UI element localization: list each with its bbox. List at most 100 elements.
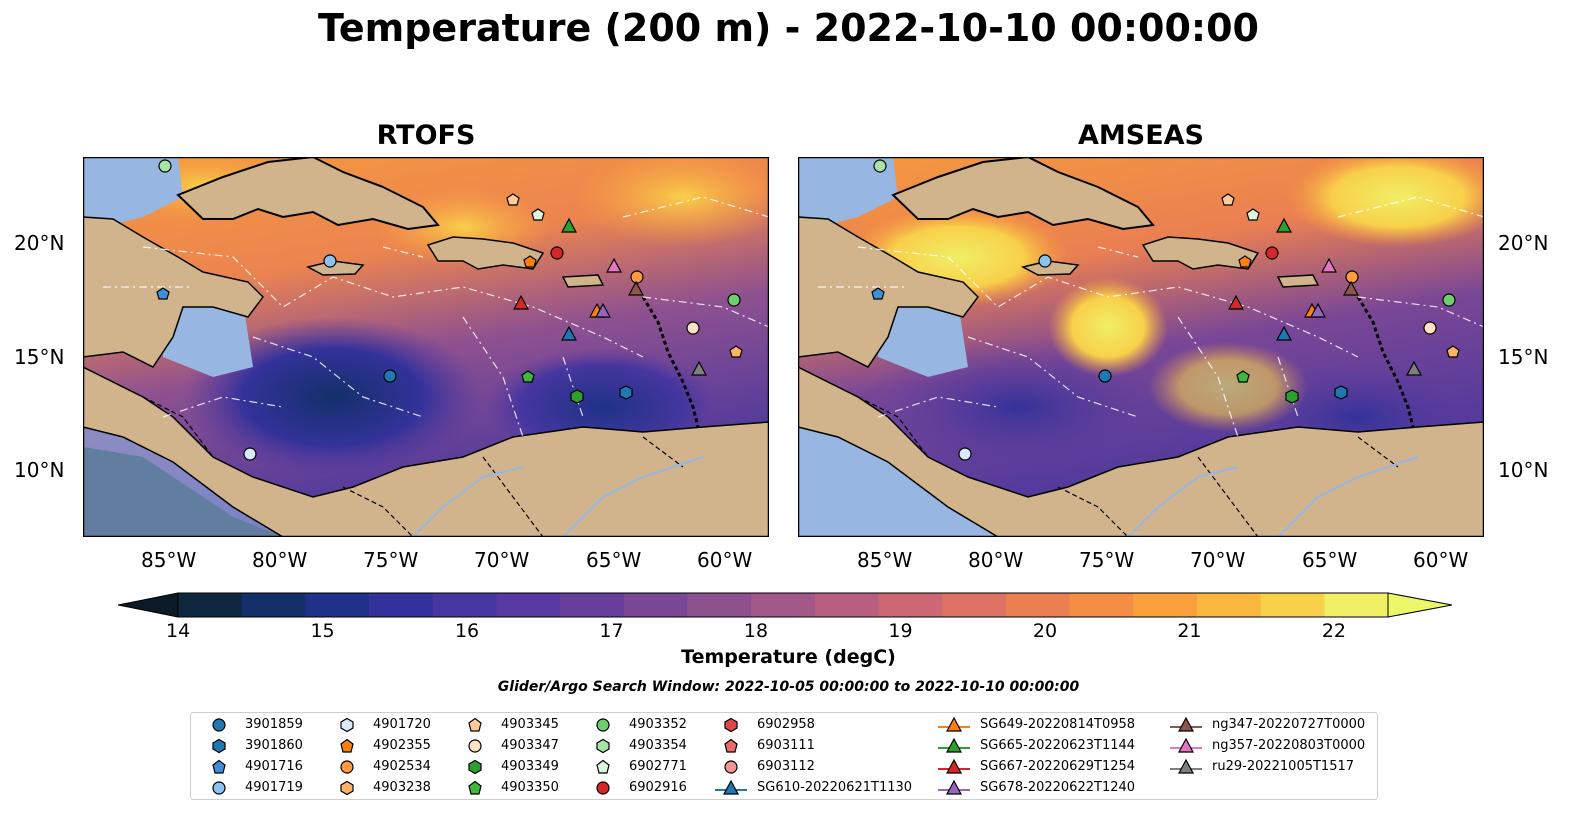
marker-4903345[interactable] <box>1221 193 1235 206</box>
marker-4903352[interactable] <box>1442 293 1456 307</box>
marker-4901719[interactable] <box>323 254 337 268</box>
marker-4902534[interactable] <box>1345 270 1359 284</box>
colorbar-segment <box>878 593 943 617</box>
marker-4903349[interactable] <box>570 389 584 404</box>
marker-4902355[interactable] <box>523 255 537 268</box>
marker-SG667[interactable] <box>1227 294 1245 310</box>
marker-6903112[interactable] <box>686 321 700 335</box>
marker-6902771[interactable] <box>1246 208 1260 221</box>
marker-4903238[interactable] <box>1446 345 1460 358</box>
marker-3901859[interactable] <box>383 369 397 383</box>
lat-tick-15n-left: 15°N <box>14 345 65 369</box>
colorbar-tick-label: 14 <box>166 620 191 642</box>
figure-title: Temperature (200 m) - 2022-10-10 00:00:0… <box>317 6 1259 50</box>
platform-markers <box>871 159 1460 461</box>
circle-marker-icon <box>596 718 610 732</box>
colorbar-tick-label: 18 <box>743 620 769 642</box>
legend-label: 4903352 <box>629 717 687 732</box>
legend-label: ng347-20220727T0000 <box>1212 717 1366 732</box>
triangle-marker-icon <box>938 716 970 732</box>
marker-SG665[interactable] <box>1275 217 1293 233</box>
colorbar-tick-label: 17 <box>599 620 624 642</box>
marker-4901719[interactable] <box>1038 254 1052 268</box>
legend-label: SG610-20220621T1130 <box>757 780 913 795</box>
marker-4902355[interactable] <box>1238 255 1252 268</box>
lon-tick-70w: 70°W <box>474 548 530 572</box>
legend-label: 4901720 <box>373 717 431 732</box>
marker-4903350[interactable] <box>1236 370 1250 383</box>
colorbar-label: Temperature (degC) <box>681 646 896 668</box>
map-amseas[interactable] <box>798 157 1484 537</box>
legend-label: 6902958 <box>757 717 815 732</box>
marker-4901716[interactable] <box>156 287 170 300</box>
legend-label: ru29-20221005T1517 <box>1212 759 1355 774</box>
river <box>412 456 704 537</box>
shelf-area <box>83 157 183 227</box>
country-border <box>857 396 1399 537</box>
colorbar-tick-label: 19 <box>888 620 913 642</box>
map-rtofs[interactable] <box>83 157 769 537</box>
marker-SG678[interactable] <box>1309 302 1327 318</box>
lon-tick-60w: 60°W <box>1413 548 1469 572</box>
marker-3901860[interactable] <box>619 385 633 400</box>
marker-4901720[interactable] <box>958 447 972 461</box>
cuba <box>891 157 1155 231</box>
marker-4903352[interactable] <box>727 293 741 307</box>
lon-tick-60w: 60°W <box>697 548 753 572</box>
marker-ng357[interactable] <box>1320 257 1338 273</box>
marker-SG678[interactable] <box>594 302 612 318</box>
puerto-rico <box>1276 274 1320 288</box>
colorbar-segment <box>432 593 498 617</box>
marker-4903238[interactable] <box>729 345 743 358</box>
legend-label: 4903238 <box>373 780 431 795</box>
marker-6902916[interactable] <box>1265 246 1279 260</box>
marker-6903112[interactable] <box>1423 321 1437 335</box>
lat-tick-20n-right: 20°N <box>1498 231 1549 255</box>
colorbar-segment <box>241 593 306 617</box>
hexagon-marker-icon <box>212 738 226 754</box>
marker-SG610[interactable] <box>1275 325 1293 341</box>
colorbar-segment <box>1005 593 1071 617</box>
marker-ru29[interactable] <box>690 360 708 376</box>
hispaniola <box>1141 236 1260 270</box>
lon-tick-75w: 75°W <box>1079 548 1135 572</box>
marker-ng347[interactable] <box>627 280 645 296</box>
triangle-marker-icon <box>715 779 747 795</box>
marker-6902771[interactable] <box>531 208 545 221</box>
eez-boundary <box>103 196 769 328</box>
marker-4903350[interactable] <box>521 370 535 383</box>
marker-SG610[interactable] <box>560 325 578 341</box>
marker-6902916[interactable] <box>550 246 564 260</box>
marker-3901859[interactable] <box>1098 369 1112 383</box>
marker-4903354[interactable] <box>158 159 172 173</box>
colorbar-tick-label: 22 <box>1321 620 1346 642</box>
marker-SG665[interactable] <box>560 217 578 233</box>
triangle-marker-icon <box>1170 716 1202 732</box>
triangle-marker-icon <box>1170 737 1202 753</box>
marker-4901716[interactable] <box>871 287 885 300</box>
colorbar-segment <box>942 593 1007 617</box>
marker-4901720[interactable] <box>243 447 257 461</box>
legend-label: SG678-20220622T1240 <box>980 780 1136 795</box>
marker-4903345[interactable] <box>506 193 520 206</box>
marker-ng347[interactable] <box>1342 280 1360 296</box>
land-mass <box>83 366 769 537</box>
marker-4903349[interactable] <box>1285 389 1299 404</box>
marker-SG667[interactable] <box>512 294 530 310</box>
circle-marker-icon <box>468 739 482 753</box>
colorbar-segment <box>178 593 243 617</box>
pentagon-marker-icon <box>724 738 738 753</box>
colorbar-frame <box>177 592 1389 618</box>
triangle-marker-icon <box>938 737 970 753</box>
colorbar-segment <box>560 593 625 617</box>
marker-4902534[interactable] <box>630 270 644 284</box>
marker-ru29[interactable] <box>1405 360 1423 376</box>
marker-4903354[interactable] <box>873 159 887 173</box>
search-window-text: Glider/Argo Search Window: 2022-10-05 00… <box>497 679 1080 695</box>
map-frame <box>798 157 1484 537</box>
triangle-marker-icon <box>938 779 970 795</box>
legend-label: 6902916 <box>629 780 687 795</box>
marker-3901860[interactable] <box>1334 385 1348 400</box>
marker-ng357[interactable] <box>605 257 623 273</box>
warm-eddy <box>573 157 769 247</box>
